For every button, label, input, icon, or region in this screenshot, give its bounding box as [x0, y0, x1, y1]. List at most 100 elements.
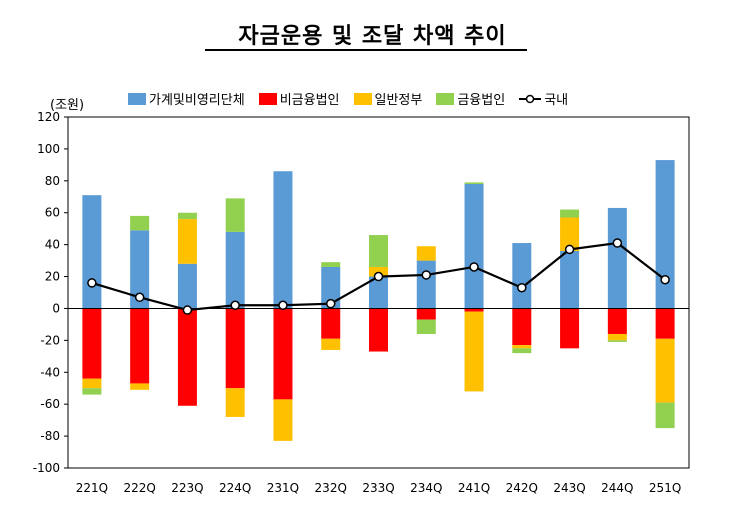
- bar-segment: [130, 383, 150, 390]
- x-tick-label: 243Q: [553, 481, 585, 495]
- bar-segment: [369, 235, 388, 267]
- bar-segment: [560, 217, 580, 252]
- bar-segment: [416, 319, 436, 334]
- legend: 가계및비영리단체 비금융법인 일반정부 금융법인 국내: [128, 89, 582, 108]
- bar-segment: [225, 308, 245, 389]
- bar-segment: [82, 308, 102, 379]
- y-tick-label: 0: [52, 301, 60, 315]
- bar-segment: [82, 195, 102, 309]
- x-tick-label: 242Q: [506, 481, 538, 495]
- bar-segment: [512, 345, 532, 349]
- bar-segment: [655, 338, 675, 403]
- bar-segment: [464, 311, 484, 392]
- bar-segment: [560, 308, 580, 349]
- bar-segment: [655, 308, 675, 339]
- y-tick-label: -40: [40, 365, 60, 379]
- plot-frame: [67, 116, 690, 469]
- bar-segment: [416, 260, 436, 309]
- y-tick-label: 40: [45, 238, 60, 252]
- line-point: [87, 278, 97, 288]
- legend-item: 국내: [519, 89, 568, 108]
- bar-segment: [321, 266, 341, 309]
- legend-item: 금융법인: [436, 89, 505, 108]
- bar-segment: [416, 308, 436, 320]
- bar-segment: [464, 184, 484, 309]
- legend-label: 금융법인: [457, 93, 506, 108]
- bar-segment: [130, 215, 150, 231]
- title-underline: [205, 49, 527, 51]
- legend-item: 일반정부: [353, 89, 423, 108]
- bar-segment: [512, 308, 532, 346]
- bar-segment: [607, 340, 627, 342]
- x-tick-label: 244Q: [601, 481, 633, 495]
- legend-swatch: [519, 93, 542, 105]
- x-tick-label: 234Q: [410, 481, 442, 495]
- bar-segment: [369, 276, 388, 309]
- legend-label: 가계및비영리단체: [149, 93, 245, 108]
- bar-segment: [225, 231, 245, 309]
- legend-label: 국내: [544, 93, 569, 108]
- x-tick-label: 223Q: [171, 481, 203, 495]
- line-point: [517, 282, 527, 293]
- y-tick-label: -20: [40, 333, 60, 347]
- y-tick-label: 100: [37, 142, 60, 156]
- chart-title: 자금운용 및 조달 차액 추이: [238, 24, 507, 49]
- bar-segment: [464, 308, 484, 312]
- bar-segment: [177, 219, 197, 264]
- line-point: [373, 271, 384, 282]
- x-tick-label: 232Q: [315, 481, 347, 495]
- bar-segment: [321, 338, 341, 350]
- bar-segment: [512, 348, 532, 354]
- bar-segment: [369, 266, 388, 277]
- x-tick-label: 241Q: [458, 481, 490, 495]
- legend-label: 일반정부: [374, 93, 423, 108]
- x-tick-label: 221Q: [76, 481, 108, 495]
- line-point: [660, 274, 670, 285]
- bar-segment: [464, 182, 484, 185]
- legend-swatch: [436, 92, 455, 105]
- line-point: [564, 244, 575, 255]
- line-point: [182, 305, 193, 315]
- line-point: [421, 270, 432, 280]
- x-tick-label: 224Q: [219, 481, 251, 495]
- bar-segment: [177, 263, 197, 309]
- y-tick-label: 80: [45, 174, 60, 188]
- line-point: [612, 238, 623, 248]
- bar-segment: [177, 308, 197, 406]
- bar-segment: [321, 262, 341, 267]
- bar-segment: [321, 308, 341, 339]
- bar-segment: [655, 402, 675, 429]
- bar-segment: [177, 212, 197, 220]
- x-tick-label: 231Q: [267, 481, 299, 495]
- bar-segment: [655, 160, 675, 309]
- bar-segment: [130, 230, 150, 309]
- y-tick-label: -80: [40, 429, 60, 443]
- bar-segment: [273, 399, 293, 441]
- line-point: [469, 262, 479, 272]
- legend-swatch: [258, 92, 277, 105]
- legend-item: 가계및비영리단체: [128, 89, 245, 108]
- bar-segment: [607, 207, 627, 309]
- y-unit-label: (조원): [50, 98, 85, 113]
- bar-segment: [369, 308, 388, 352]
- bar-segment: [607, 333, 627, 341]
- line-point: [230, 300, 240, 311]
- bar-segment: [225, 198, 245, 232]
- bar-segment: [225, 388, 245, 417]
- bar-segment: [273, 308, 293, 400]
- y-tick-label: 20: [45, 270, 60, 284]
- bar-segment: [416, 246, 436, 261]
- legend-label: 비금융법인: [279, 93, 340, 108]
- bar-segment: [560, 209, 580, 218]
- bar-segment: [273, 171, 293, 309]
- legend-swatch: [128, 92, 146, 105]
- x-tick-label: 222Q: [123, 481, 155, 495]
- bar-segment: [560, 251, 580, 309]
- y-tick-label: 120: [37, 110, 60, 124]
- line-point: [134, 292, 145, 303]
- bar-segment: [82, 388, 102, 395]
- bar-segment: [82, 378, 102, 389]
- legend-swatch: [353, 92, 372, 105]
- x-tick-label: 233Q: [362, 481, 394, 495]
